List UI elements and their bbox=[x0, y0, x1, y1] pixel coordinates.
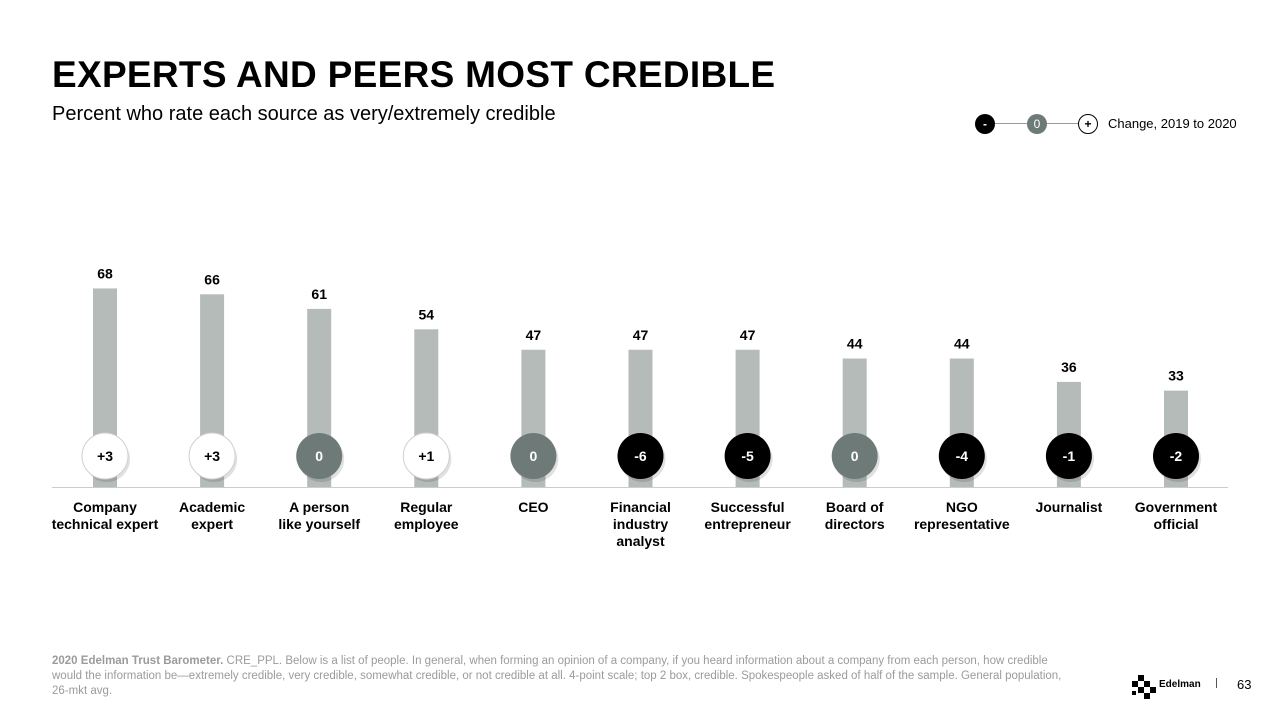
bar-value-label: 66 bbox=[204, 271, 220, 287]
bar-value-label: 47 bbox=[633, 327, 649, 343]
change-badge bbox=[724, 433, 771, 479]
category-label: A person bbox=[289, 499, 349, 515]
change-label: -2 bbox=[1170, 448, 1183, 464]
change-badge bbox=[831, 433, 878, 479]
change-label: +3 bbox=[97, 448, 113, 464]
bar-value-label: 44 bbox=[954, 336, 970, 352]
change-badge bbox=[81, 432, 129, 480]
footnote-text: CRE_PPL. Below is a list of people. In g… bbox=[52, 655, 1062, 697]
bar-value-label: 33 bbox=[1168, 368, 1184, 384]
footnote: 2020 Edelman Trust Barometer. CRE_PPL. B… bbox=[52, 654, 1062, 699]
bar-value-label: 61 bbox=[311, 286, 327, 302]
category-label: representative bbox=[914, 516, 1010, 532]
category-label: entrepreneur bbox=[704, 516, 791, 532]
category-label: Successful bbox=[711, 499, 785, 515]
page-title: EXPERTS AND PEERS MOST CREDIBLE bbox=[52, 54, 776, 95]
category-label: analyst bbox=[616, 533, 665, 549]
change-badge bbox=[938, 433, 985, 479]
change-label: 0 bbox=[530, 448, 538, 464]
category-label: Academic bbox=[179, 499, 245, 515]
change-label: +1 bbox=[418, 448, 434, 464]
legend-zero-dot: 0 bbox=[1027, 114, 1047, 134]
category-label: CEO bbox=[518, 499, 548, 515]
category-label: Journalist bbox=[1035, 499, 1102, 515]
category-label: Regular bbox=[400, 499, 453, 515]
category-label: Board of bbox=[826, 499, 884, 515]
bar-value-label: 36 bbox=[1061, 359, 1077, 375]
change-label: -5 bbox=[741, 448, 754, 464]
bar-value-label: 47 bbox=[740, 327, 756, 343]
change-badge bbox=[296, 433, 343, 479]
category-label: Government bbox=[1135, 499, 1218, 515]
bar-value-label: 47 bbox=[526, 327, 542, 343]
change-label: 0 bbox=[315, 448, 323, 464]
legend-negative-dot: - bbox=[975, 114, 995, 134]
change-badge bbox=[617, 433, 664, 479]
legend-label: Change, 2019 to 2020 bbox=[1108, 116, 1237, 131]
category-label: like yourself bbox=[278, 516, 360, 532]
change-badge bbox=[1153, 433, 1199, 479]
category-label: NGO bbox=[946, 499, 978, 515]
change-label: 0 bbox=[851, 448, 859, 464]
change-label: -1 bbox=[1063, 448, 1076, 464]
change-legend: - 0 + Change, 2019 to 2020 bbox=[975, 114, 1245, 134]
category-label: official bbox=[1153, 516, 1198, 532]
change-label: -4 bbox=[956, 448, 969, 464]
bar-value-label: 54 bbox=[419, 306, 435, 322]
brand-name: Edelman bbox=[1159, 679, 1201, 690]
bar-value-label: 44 bbox=[847, 336, 863, 352]
bar-value-label: 68 bbox=[97, 265, 113, 281]
change-label: +3 bbox=[204, 448, 220, 464]
category-label: industry bbox=[613, 516, 668, 532]
edelman-logo-icon bbox=[1132, 675, 1156, 699]
category-label: directors bbox=[825, 516, 885, 532]
footer-divider bbox=[1216, 678, 1217, 688]
category-label: Financial bbox=[610, 499, 671, 515]
change-badge bbox=[1045, 433, 1092, 479]
page-subtitle: Percent who rate each source as very/ext… bbox=[52, 103, 556, 125]
category-label: employee bbox=[394, 516, 459, 532]
change-badge bbox=[402, 432, 450, 480]
category-label: technical expert bbox=[52, 516, 159, 532]
footnote-source: 2020 Edelman Trust Barometer. bbox=[52, 655, 224, 667]
category-label: expert bbox=[191, 516, 233, 532]
category-label: Company bbox=[73, 499, 137, 515]
page-number: 63 bbox=[1237, 677, 1252, 692]
change-label: -6 bbox=[634, 448, 647, 464]
change-badge bbox=[188, 432, 236, 480]
legend-positive-dot: + bbox=[1078, 114, 1098, 134]
change-badge bbox=[510, 433, 557, 479]
